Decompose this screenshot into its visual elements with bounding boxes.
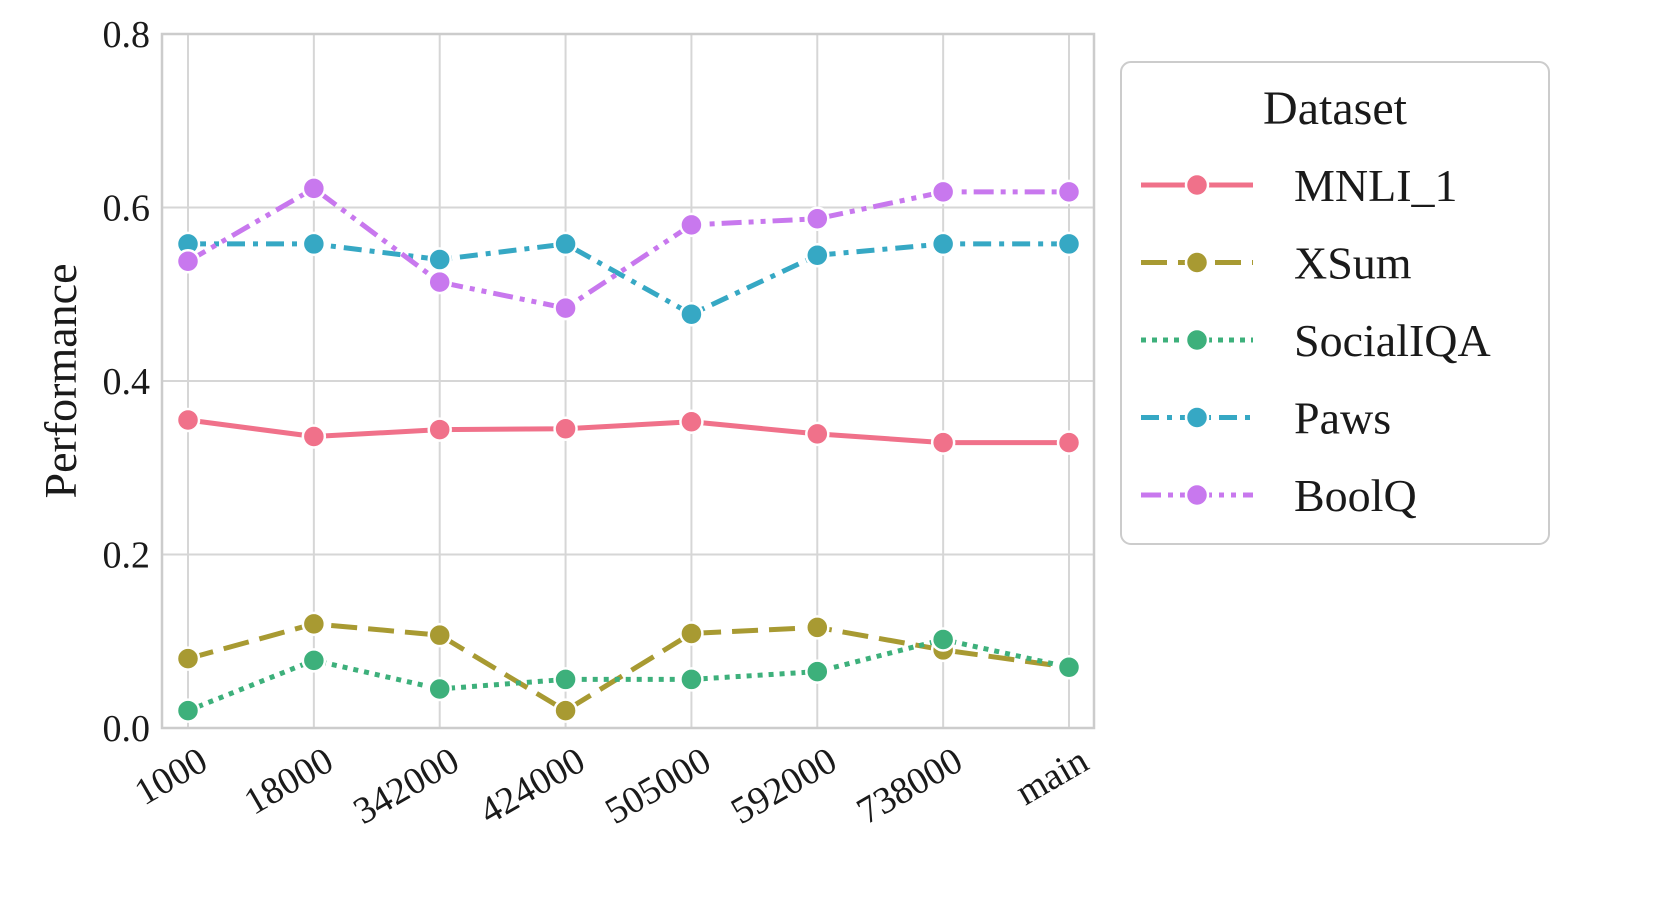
series-line-SocialIQA [187, 637, 1070, 713]
data-point-SocialIQA [175, 698, 201, 723]
data-point-XSum [679, 621, 704, 646]
x-tick-label: main [1009, 739, 1096, 813]
legend-label: SocialIQA [1294, 315, 1491, 366]
y-axis-title: Performance [35, 264, 86, 499]
data-point-XSum [301, 611, 327, 637]
data-point-XSum [175, 646, 201, 671]
data-point-Paws [1056, 231, 1082, 257]
data-point-BoolQ [679, 212, 704, 238]
data-point-MNLI_1 [301, 424, 327, 449]
y-tick-label: 0.6 [103, 188, 151, 230]
y-tick-label: 0.4 [103, 361, 151, 403]
legend-label: XSum [1294, 238, 1412, 289]
data-point-BoolQ [930, 179, 956, 205]
data-point-Paws [301, 231, 327, 257]
data-point-BoolQ [301, 176, 327, 201]
data-point-SocialIQA [301, 648, 327, 673]
legend-label: MNLI_1 [1294, 160, 1458, 211]
data-point-XSum [427, 622, 452, 648]
x-tick-label: 505000 [598, 739, 718, 832]
data-point-SocialIQA [553, 667, 578, 692]
data-point-Paws [427, 247, 452, 272]
legend-label: BoolQ [1294, 470, 1417, 521]
x-tick-label: 738000 [850, 739, 970, 832]
data-point-Paws [553, 231, 578, 257]
legend-items: MNLI_1 XSum SocialIQA Paws BoolQ [1141, 160, 1491, 521]
data-point-BoolQ [427, 269, 452, 295]
x-tick-labels: 1000 18000 342000 424000 505000 592000 738000 m… [128, 739, 1096, 832]
legend-marker-SocialIQA [1184, 327, 1210, 353]
series-markers [175, 176, 1082, 723]
y-tick-label: 0.2 [103, 535, 151, 577]
data-point-XSum [553, 698, 578, 723]
x-tick-label: 342000 [346, 739, 466, 832]
data-point-BoolQ [175, 249, 201, 274]
data-point-Paws [805, 242, 830, 268]
x-tick-label: 1000 [128, 739, 215, 813]
legend-marker-Paws [1184, 405, 1210, 430]
data-point-MNLI_1 [930, 430, 956, 455]
series-line-Paws [188, 241, 1069, 317]
data-point-SocialIQA [930, 627, 956, 652]
data-point-XSum [805, 615, 830, 640]
data-point-MNLI_1 [427, 417, 452, 442]
x-tick-label: 18000 [237, 739, 340, 823]
data-point-MNLI_1 [679, 409, 704, 435]
x-tick-label: 592000 [724, 739, 844, 832]
data-point-MNLI_1 [175, 407, 201, 433]
legend: Dataset MNLI_1 XSum SocialIQA Paws BoolQ [1120, 61, 1550, 545]
data-point-MNLI_1 [1056, 430, 1082, 455]
legend-label: Paws [1294, 393, 1391, 444]
legend-marker-XSum [1184, 250, 1210, 275]
legend-marker-BoolQ [1184, 482, 1210, 508]
series-line-MNLI_1 [187, 417, 1069, 446]
data-point-Paws [679, 301, 704, 327]
data-point-Paws [930, 231, 956, 257]
plot-frame [160, 32, 1096, 730]
legend-marker-MNLI_1 [1184, 172, 1210, 198]
series-line-BoolQ [186, 185, 1069, 311]
data-point-SocialIQA [805, 659, 830, 684]
series-lines [186, 185, 1070, 714]
legend-title: Dataset [1263, 82, 1408, 135]
data-point-MNLI_1 [553, 416, 578, 441]
data-point-BoolQ [553, 295, 578, 321]
x-tick-label: 424000 [472, 739, 592, 832]
data-point-SocialIQA [679, 667, 704, 692]
y-tick-label: 0.0 [103, 708, 151, 750]
data-point-BoolQ [805, 206, 830, 232]
y-tick-label: 0.8 [103, 14, 151, 56]
data-point-SocialIQA [427, 676, 452, 702]
y-tick-labels: 0.0 0.2 0.4 0.6 0.8 [103, 14, 151, 750]
data-point-MNLI_1 [805, 421, 830, 447]
data-point-BoolQ [1056, 179, 1082, 205]
data-point-SocialIQA [1056, 655, 1082, 680]
